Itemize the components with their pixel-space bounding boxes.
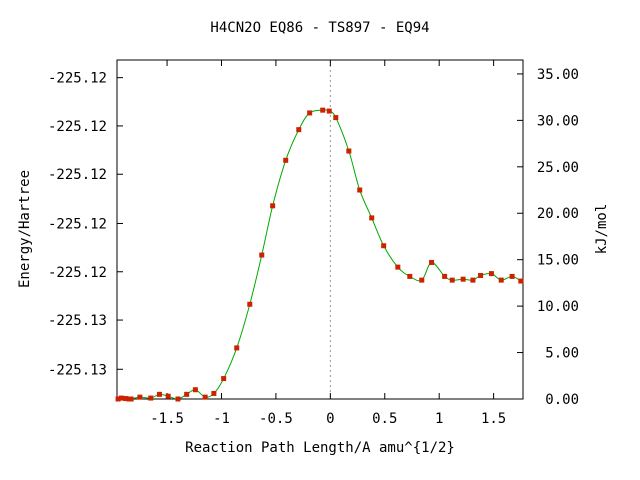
data-point — [165, 393, 171, 399]
data-point — [478, 272, 484, 278]
data-point — [395, 264, 401, 270]
x-tick-label: -1 — [213, 411, 230, 427]
data-point — [137, 394, 143, 400]
y2-tick-label: 35.00 — [537, 67, 579, 83]
y2-tick-label: 25.00 — [537, 160, 579, 176]
y-tick-label: -225.12 — [48, 216, 107, 232]
y2-tick-label: 20.00 — [537, 206, 579, 222]
y2-tick-label: 30.00 — [537, 113, 579, 129]
data-point — [460, 276, 466, 282]
plot-area — [116, 59, 524, 400]
y2-tick-label: 5.00 — [545, 346, 579, 362]
y-tick-label: -225.13 — [48, 313, 107, 329]
series-line — [117, 109, 522, 400]
data-point — [296, 127, 302, 133]
y2-axis-label: kJ/mol — [594, 204, 610, 255]
data-point — [175, 396, 181, 402]
y-axis-label: Energy/Hartree — [17, 170, 33, 288]
data-point — [419, 277, 425, 283]
x-axis-label: Reaction Path Length/A amu^{1/2} — [185, 440, 455, 456]
data-point — [381, 243, 387, 249]
data-point — [488, 271, 494, 277]
data-point — [357, 187, 363, 193]
data-point — [156, 391, 162, 397]
x-tick-label: 1 — [435, 411, 443, 427]
data-point — [148, 395, 154, 401]
chart-title: H4CN2O EQ86 - TS897 - EQ94 — [210, 20, 429, 36]
data-point — [326, 108, 332, 114]
data-point — [283, 157, 289, 163]
data-point — [320, 107, 326, 113]
data-point — [123, 396, 129, 402]
data-point — [429, 259, 435, 265]
data-point — [211, 390, 217, 396]
data-point — [192, 387, 198, 393]
series-group — [115, 107, 524, 402]
data-point — [221, 376, 227, 382]
y2-tick-label: 15.00 — [537, 253, 579, 269]
x-tick-label: 0 — [326, 411, 334, 427]
y-tick-label: -225.12 — [48, 119, 107, 135]
y-axis-left: -225.12 -225.12 -225.12 -225.12 -225.12 -225.… — [48, 71, 123, 378]
data-point — [115, 396, 121, 402]
y-tick-label: -225.12 — [48, 71, 107, 87]
data-point — [270, 203, 276, 209]
data-point — [333, 115, 339, 121]
x-axis: -1.5 -1 -0.5 0 0.5 1 1.5 — [150, 60, 506, 427]
data-point — [184, 391, 190, 397]
data-point — [346, 148, 352, 154]
data-point — [369, 215, 375, 221]
data-point — [470, 277, 476, 283]
data-point — [307, 110, 313, 116]
data-point — [247, 301, 253, 307]
data-point — [518, 278, 524, 284]
y-tick-label: -225.12 — [48, 167, 107, 183]
x-tick-label: -0.5 — [259, 411, 293, 427]
data-point — [449, 277, 455, 283]
data-point — [118, 395, 124, 401]
x-tick-label: 0.5 — [372, 411, 397, 427]
data-point — [128, 396, 134, 402]
y2-tick-label: 0.00 — [545, 392, 579, 408]
data-point — [202, 394, 208, 400]
y-tick-label: -225.12 — [48, 265, 107, 281]
y2-tick-label: 10.00 — [537, 299, 579, 315]
data-point — [498, 277, 504, 283]
data-point — [509, 273, 515, 279]
data-point — [407, 273, 413, 279]
x-tick-label: -1.5 — [150, 411, 184, 427]
y-axis-right: 0.00 5.00 10.00 15.00 20.00 25.00 30.00 35.00 — [517, 67, 579, 408]
data-point — [234, 345, 240, 351]
data-point — [259, 252, 265, 258]
y-tick-label: -225.13 — [48, 362, 107, 378]
data-point — [442, 273, 448, 279]
x-tick-label: 1.5 — [481, 411, 506, 427]
